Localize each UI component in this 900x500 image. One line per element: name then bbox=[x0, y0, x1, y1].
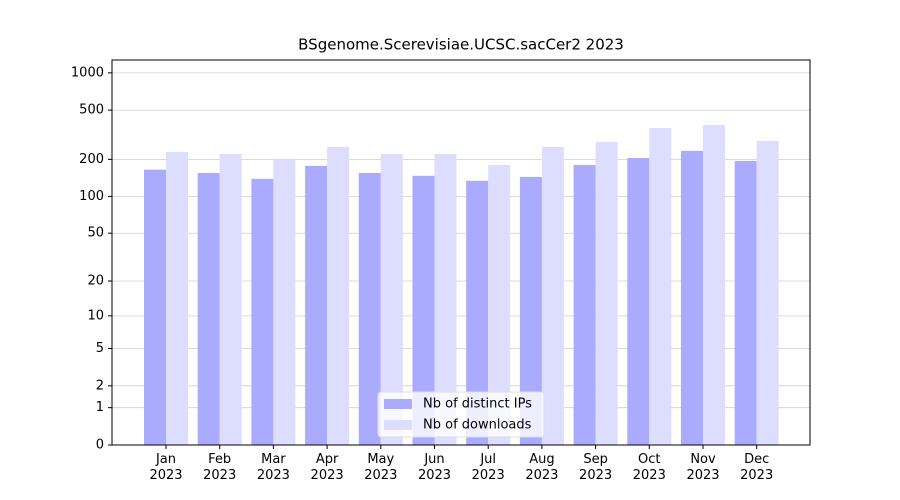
bar bbox=[734, 160, 757, 446]
y-tick-label: 500 bbox=[79, 103, 104, 118]
x-tick-label: Oct 2023 bbox=[632, 452, 666, 483]
bar bbox=[573, 164, 596, 445]
bar bbox=[327, 146, 350, 445]
bar bbox=[681, 150, 703, 445]
bar bbox=[519, 176, 542, 445]
bar bbox=[380, 153, 403, 446]
x-tick-label: Mar 2023 bbox=[256, 452, 290, 483]
bar bbox=[466, 180, 489, 445]
x-tick-label: May 2023 bbox=[364, 452, 398, 483]
y-tick-label: 0 bbox=[96, 438, 104, 453]
y-tick-label: 1 bbox=[96, 400, 104, 415]
bar bbox=[166, 151, 188, 445]
axes-frame bbox=[111, 59, 811, 446]
y-tick-label: 2 bbox=[96, 378, 104, 393]
y-tick-label: 5 bbox=[96, 341, 104, 356]
bar bbox=[434, 153, 457, 446]
x-tick-label: Apr 2023 bbox=[310, 452, 344, 483]
y-tick-label: 20 bbox=[87, 274, 104, 289]
y-tick-label: 100 bbox=[79, 189, 104, 204]
chart-title: BSgenome.Scerevisiae.UCSC.sacCer2 2023 bbox=[298, 36, 624, 54]
x-tick-label: Jul 2023 bbox=[471, 452, 505, 483]
bar bbox=[412, 175, 435, 445]
bar bbox=[627, 158, 650, 445]
legend-box bbox=[377, 391, 545, 438]
bar bbox=[219, 153, 242, 446]
y-tick-label: 10 bbox=[87, 308, 104, 323]
bar bbox=[703, 124, 725, 446]
x-tick-label: Aug 2023 bbox=[525, 452, 559, 483]
y-tick-label: 200 bbox=[79, 152, 104, 167]
bar bbox=[197, 172, 220, 445]
bar bbox=[595, 141, 618, 445]
bar bbox=[756, 140, 779, 446]
y-tick-label: 1000 bbox=[71, 65, 104, 80]
legend-label: Nb of distinct IPs bbox=[423, 397, 532, 412]
x-tick-label: Sep 2023 bbox=[579, 452, 613, 483]
legend-swatch bbox=[384, 399, 412, 409]
bar bbox=[358, 172, 381, 445]
x-tick-label: Dec 2023 bbox=[740, 452, 774, 483]
legend: Nb of distinct IPs Nb of downloads bbox=[377, 391, 545, 438]
legend-label: Nb of downloads bbox=[423, 418, 532, 433]
y-tick-label: 50 bbox=[87, 226, 104, 241]
bar bbox=[649, 127, 672, 446]
x-tick-label: Jan 2023 bbox=[149, 452, 183, 483]
bar bbox=[541, 146, 564, 445]
x-tick-label: Jun 2023 bbox=[417, 452, 452, 483]
bar bbox=[251, 178, 274, 446]
x-tick-label: Nov 2023 bbox=[686, 452, 720, 483]
bar bbox=[144, 169, 166, 445]
x-tick-label: Feb 2023 bbox=[203, 452, 237, 483]
bar bbox=[488, 164, 511, 445]
bar bbox=[273, 159, 296, 445]
bar bbox=[305, 165, 328, 445]
legend-swatch bbox=[384, 420, 412, 430]
